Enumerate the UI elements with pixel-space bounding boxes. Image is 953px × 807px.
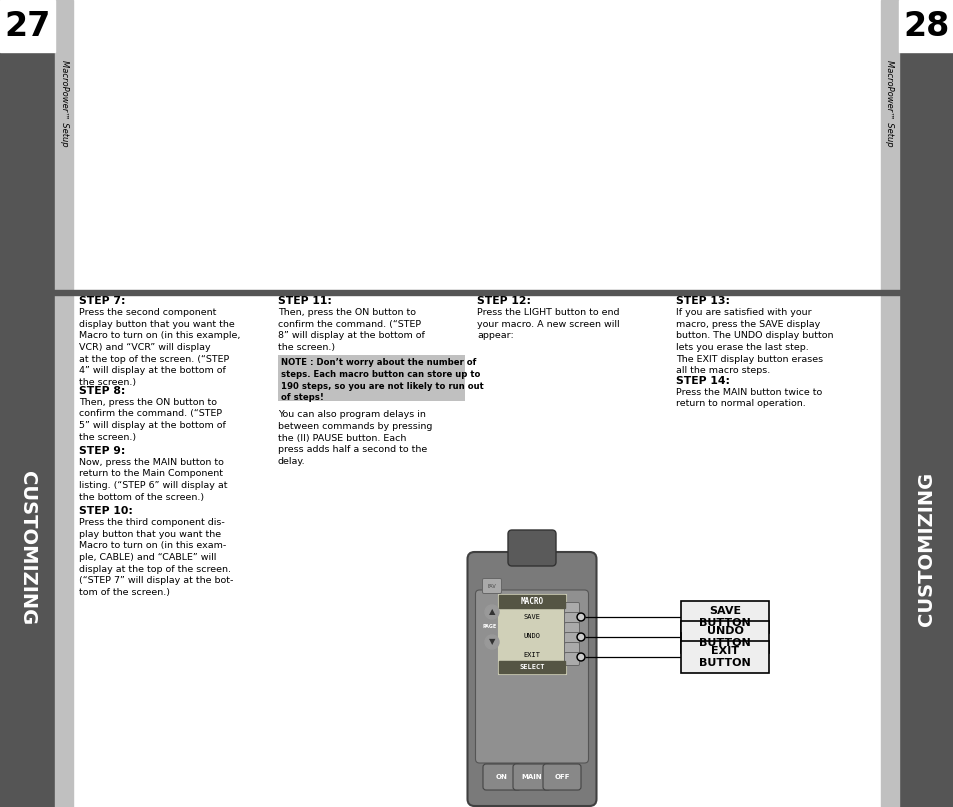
Text: CUSTOMIZING: CUSTOMIZING (916, 471, 935, 625)
Text: SAVE: SAVE (523, 614, 540, 620)
Circle shape (577, 633, 584, 641)
Text: SELECT: SELECT (518, 664, 544, 670)
FancyBboxPatch shape (482, 579, 501, 593)
Text: MacroPower™ Setup: MacroPower™ Setup (59, 60, 69, 147)
FancyBboxPatch shape (507, 530, 556, 566)
Bar (0, 0, 55, 807)
Text: CUSTOMIZING: CUSTOMIZING (18, 471, 37, 625)
Text: PAGE: PAGE (482, 624, 497, 629)
Text: 27: 27 (5, 10, 51, 43)
Text: MacroPower™ Setup: MacroPower™ Setup (884, 60, 894, 147)
Text: STEP 12:: STEP 12: (476, 296, 531, 306)
Text: EXIT
BUTTON: EXIT BUTTON (699, 646, 750, 668)
Circle shape (484, 605, 498, 619)
Text: NOTE : Don’t worry about the number of
steps. Each macro button can store up to
: NOTE : Don’t worry about the number of s… (281, 358, 483, 402)
Text: ▼: ▼ (488, 638, 495, 646)
FancyBboxPatch shape (564, 603, 578, 616)
Bar (277, 355, 464, 401)
Bar (498, 595, 564, 608)
Text: Press the second component
display button that you want the
Macro to turn on (in: Press the second component display butto… (79, 308, 240, 387)
FancyBboxPatch shape (482, 764, 520, 790)
Text: STEP 11:: STEP 11: (277, 296, 332, 306)
Text: ▲: ▲ (488, 608, 495, 617)
FancyBboxPatch shape (513, 764, 551, 790)
Text: MACRO: MACRO (520, 596, 543, 605)
Bar (680, 621, 768, 653)
Text: If you are satisfied with your
macro, press the SAVE display
button. The UNDO di: If you are satisfied with your macro, pr… (676, 308, 833, 375)
Text: Press the MAIN button twice to
return to normal operation.: Press the MAIN button twice to return to… (676, 388, 821, 408)
Circle shape (484, 635, 498, 649)
FancyBboxPatch shape (564, 622, 578, 635)
Bar (880, 0, 898, 807)
FancyBboxPatch shape (564, 653, 578, 666)
FancyBboxPatch shape (475, 590, 588, 763)
Text: Then, press the ON button to
confirm the command. (“STEP
5” will display at the : Then, press the ON button to confirm the… (79, 398, 226, 441)
Bar (680, 601, 768, 633)
Text: SAVE
BUTTON: SAVE BUTTON (699, 606, 750, 628)
Text: OFF: OFF (554, 774, 569, 780)
Text: EXIT: EXIT (523, 652, 540, 658)
Bar (498, 661, 564, 673)
Text: 28: 28 (902, 10, 948, 43)
Text: UNDO
BUTTON: UNDO BUTTON (699, 626, 750, 648)
Bar (898, 0, 953, 52)
FancyBboxPatch shape (467, 552, 596, 806)
Text: You can also program delays in
between commands by pressing
the (II) PAUSE butto: You can also program delays in between c… (277, 410, 432, 466)
FancyBboxPatch shape (564, 633, 578, 646)
FancyBboxPatch shape (564, 613, 578, 625)
Text: Press the third component dis-
play button that you want the
Macro to turn on (i: Press the third component dis- play butt… (79, 518, 233, 597)
Text: FAV: FAV (487, 583, 496, 588)
Circle shape (577, 653, 584, 661)
Circle shape (578, 634, 583, 639)
Text: MAIN: MAIN (521, 774, 541, 780)
Circle shape (577, 613, 584, 621)
Text: STEP 9:: STEP 9: (79, 445, 125, 456)
FancyBboxPatch shape (542, 764, 580, 790)
Circle shape (578, 654, 583, 659)
Circle shape (578, 614, 583, 620)
Text: STEP 10:: STEP 10: (79, 506, 132, 516)
Text: STEP 13:: STEP 13: (676, 296, 729, 306)
Text: STEP 7:: STEP 7: (79, 296, 126, 306)
Text: Press the LIGHT button to end
your macro. A new screen will
appear:: Press the LIGHT button to end your macro… (476, 308, 619, 341)
Bar (898, 0, 953, 807)
Text: STEP 14:: STEP 14: (676, 376, 729, 386)
Text: UNDO: UNDO (523, 633, 540, 639)
Bar (497, 594, 565, 674)
Text: ON: ON (496, 774, 507, 780)
Text: Then, press the ON button to
confirm the command. (“STEP
8” will display at the : Then, press the ON button to confirm the… (277, 308, 424, 352)
FancyBboxPatch shape (564, 642, 578, 655)
Text: STEP 8:: STEP 8: (79, 386, 125, 395)
Bar (0, 290, 953, 295)
Bar (0, 0, 55, 52)
Text: Now, press the MAIN button to
return to the Main Component
listing. (“STEP 6” wi: Now, press the MAIN button to return to … (79, 458, 227, 502)
Bar (55, 0, 73, 807)
Bar (680, 641, 768, 673)
